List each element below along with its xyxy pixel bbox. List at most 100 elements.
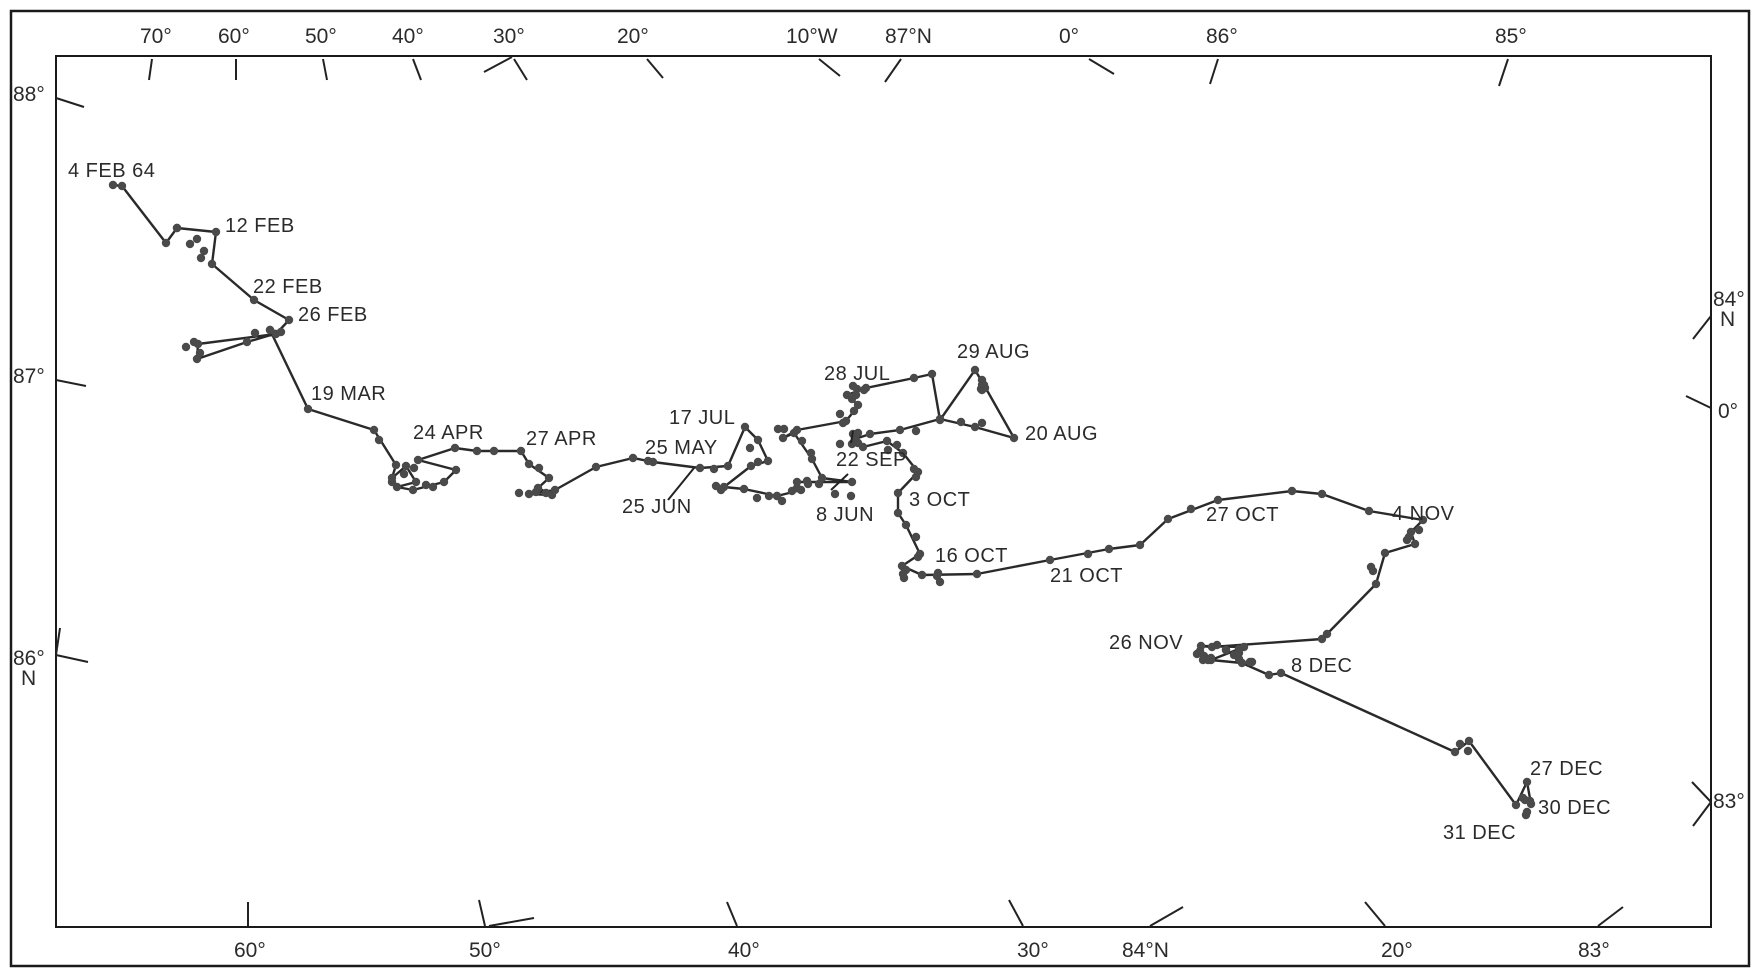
track-position-dot — [972, 569, 982, 579]
track-position-dot — [195, 348, 205, 358]
track-position-dot — [895, 425, 905, 435]
left-graticule-labels: 88° 87° 86° N — [13, 83, 45, 690]
track-position-dot — [913, 552, 923, 562]
track-position-dot — [853, 400, 863, 410]
track-position-dot — [792, 483, 802, 493]
track-position-dot — [709, 464, 719, 474]
track-position-dot — [1317, 489, 1327, 499]
track-position-dot — [544, 473, 554, 483]
track-position-dot — [211, 227, 221, 237]
stop-label: 8 JUN — [816, 504, 874, 526]
track-position-dot — [1104, 544, 1114, 554]
track-position-dot — [284, 315, 294, 325]
track-position-dot — [1418, 515, 1428, 525]
track-position-dot — [249, 295, 259, 305]
track-position-dot — [1237, 658, 1247, 668]
stop-label: 25 MAY — [645, 437, 718, 459]
track-position-dot — [740, 422, 750, 432]
stop-label: 19 MAR — [311, 383, 386, 405]
track-position-dot — [591, 462, 601, 472]
track-position-dot — [450, 443, 460, 453]
track-position-dot — [207, 259, 217, 269]
track-position-dot — [753, 435, 763, 445]
stop-label: 24 APR — [413, 422, 484, 444]
track-position-dot — [265, 325, 275, 335]
track-position-dot — [108, 180, 118, 190]
stop-label: 25 JUN — [622, 496, 692, 518]
stop-label: 26 NOV — [1109, 632, 1183, 654]
track-position-dot — [1221, 645, 1231, 655]
track-position-dot — [752, 493, 762, 503]
track-position-dot — [117, 181, 127, 191]
top-label: 0° — [1059, 25, 1079, 48]
track-position-dot — [901, 520, 911, 530]
track-position-dot — [276, 327, 286, 337]
outer-frame — [9, 9, 1751, 968]
track-position-dot — [181, 342, 191, 352]
date-labels: 4 FEB 64 12 FEB 22 FEB 26 FEB 19 MAR 24 … — [68, 160, 1611, 844]
drift-track — [108, 180, 1536, 820]
track-position-dot — [374, 435, 384, 445]
stop-label: 20 AUG — [1025, 423, 1098, 445]
track-position-dot — [927, 369, 937, 379]
right-label: 84° — [1713, 288, 1745, 311]
track-position-dot — [516, 446, 526, 456]
track-position-dot — [779, 424, 789, 434]
track-position-dot — [773, 424, 783, 434]
track-position-dot — [846, 491, 856, 501]
stop-label: 22 SEP — [836, 449, 907, 471]
track-position-dot — [1526, 799, 1536, 809]
track-position-dot — [763, 456, 773, 466]
track-position-dot — [1522, 777, 1532, 787]
bottom-graticule-labels: 60° 50° 40° 30° 84°N 20° 83° — [234, 939, 1610, 962]
track-position-dot — [792, 425, 802, 435]
track-position-dot — [772, 491, 782, 501]
track-position-dot — [764, 491, 774, 501]
track-position-dot — [1196, 641, 1206, 651]
top-label: 40° — [392, 25, 424, 48]
left-label: 86° — [13, 647, 45, 670]
track-position-dot — [849, 406, 859, 416]
track-position-dot — [909, 373, 919, 383]
stop-label: 16 OCT — [935, 545, 1008, 567]
track-position-dot — [1364, 506, 1374, 516]
stop-label: 8 DEC — [1291, 655, 1352, 677]
track-position-dot — [892, 440, 902, 450]
track-position-dot — [408, 485, 418, 495]
track-position-dot — [489, 446, 499, 456]
right-label: 0° — [1718, 400, 1738, 423]
track-position-dot — [1450, 747, 1460, 757]
track-position-dot — [1366, 562, 1376, 572]
track-position-dot — [830, 489, 840, 499]
track-position-dot — [199, 246, 209, 256]
track-position-dot — [1463, 746, 1473, 756]
track-position-dot — [1414, 525, 1424, 535]
track-position-dot — [695, 463, 705, 473]
track-position-dot — [1083, 549, 1093, 559]
left-ticks — [55, 97, 89, 663]
track-position-dot — [1402, 535, 1412, 545]
track-position-dot — [1009, 433, 1019, 443]
track-position-dot — [399, 469, 409, 479]
track-position-dot — [933, 568, 943, 578]
bottom-label: 20° — [1381, 939, 1413, 962]
right-label: 83° — [1713, 790, 1745, 813]
track-position-dot — [628, 453, 638, 463]
track-position-dot — [1371, 579, 1381, 589]
track-position-dot — [847, 477, 857, 487]
track-position-dot — [524, 489, 534, 499]
track-position-dot — [387, 477, 397, 487]
track-position-dot — [439, 477, 449, 487]
track-position-dot — [1198, 655, 1208, 665]
track-position-dot — [189, 337, 199, 347]
track-position-dot — [1213, 495, 1223, 505]
track-position-dot — [745, 443, 755, 453]
track-position-dot — [1045, 555, 1055, 565]
drift-track-points — [108, 180, 1536, 820]
track-position-dot — [1239, 642, 1249, 652]
track-position-dot — [858, 442, 868, 452]
stop-label: 22 FEB — [253, 276, 323, 298]
stop-label: 4 NOV — [1392, 503, 1455, 525]
track-position-dot — [550, 485, 560, 495]
track-position-dot — [847, 439, 857, 449]
